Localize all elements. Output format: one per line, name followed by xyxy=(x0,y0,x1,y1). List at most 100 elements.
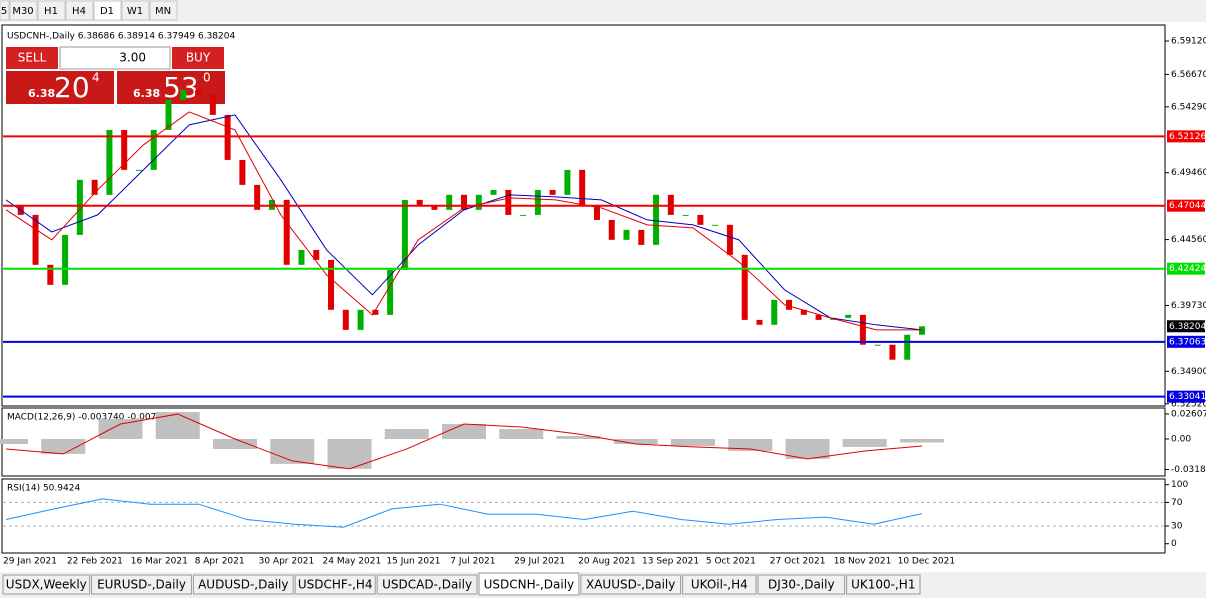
candle xyxy=(32,214,39,265)
timeframe-button[interactable] xyxy=(121,0,150,21)
macd-bar xyxy=(556,436,601,439)
rsi-panel xyxy=(1,478,1166,554)
macd-bar xyxy=(442,424,486,439)
macd-bar xyxy=(41,438,86,454)
candle xyxy=(712,224,719,226)
tab[interactable] xyxy=(2,574,91,595)
candle xyxy=(106,129,113,195)
sell-button[interactable] xyxy=(6,47,58,69)
timeframe-label: D1 xyxy=(100,6,114,17)
macd-title: MACD(12,26,9) -0.003740 -0.007295 xyxy=(7,413,173,423)
candle xyxy=(889,344,896,360)
level-tag xyxy=(1167,335,1205,348)
tab[interactable] xyxy=(757,574,846,595)
macd-bar xyxy=(900,438,944,443)
candle xyxy=(165,99,172,130)
candle xyxy=(520,214,527,216)
macd-bar xyxy=(671,438,715,446)
candle xyxy=(919,326,925,335)
candle xyxy=(135,169,142,171)
x-tick-label: 15 Jun 2021 xyxy=(386,557,440,567)
candle xyxy=(150,129,157,170)
tab[interactable] xyxy=(580,574,682,595)
candle xyxy=(461,194,467,210)
y-tick-label: 70 xyxy=(1171,498,1183,508)
macd-bar xyxy=(270,438,315,464)
buy-button[interactable] xyxy=(172,47,224,69)
tab[interactable] xyxy=(294,574,376,595)
x-tick-label: 29 Jul 2021 xyxy=(514,557,565,567)
candle xyxy=(475,194,482,210)
candle xyxy=(121,129,128,170)
timeframe-button[interactable] xyxy=(0,0,10,21)
y-tick-label: 0.00 xyxy=(1171,434,1191,444)
candle xyxy=(431,204,438,210)
tab-label: DJ30-,Daily xyxy=(768,578,835,592)
tab[interactable] xyxy=(478,572,580,596)
candle xyxy=(623,229,630,240)
timeframe-button[interactable] xyxy=(93,0,122,21)
lots-box[interactable] xyxy=(59,46,171,70)
candle xyxy=(357,309,364,330)
y-tick-label: 0 xyxy=(1171,539,1177,549)
ask-big: 6.38 xyxy=(133,87,160,100)
macd-bar xyxy=(728,438,773,451)
timeframe-label: 5 xyxy=(1,6,7,17)
ask-box[interactable] xyxy=(117,71,225,104)
tab[interactable] xyxy=(682,574,757,595)
bid-main: 20 xyxy=(54,71,90,104)
macd-bar xyxy=(327,438,372,469)
candle xyxy=(328,259,335,310)
tab-label: USDCNH-,Daily xyxy=(484,578,575,592)
ask-small: 0 xyxy=(203,71,211,85)
tab-label: AUDUSD-,Daily xyxy=(198,578,288,592)
sell-label: SELL xyxy=(18,51,47,65)
tab[interactable] xyxy=(192,574,294,595)
candle xyxy=(859,314,866,345)
candle xyxy=(815,314,822,320)
timeframe-label: H1 xyxy=(44,6,58,17)
candle xyxy=(209,94,216,115)
moving-average xyxy=(5,114,923,331)
y-tick-label: -0.03187 xyxy=(1171,465,1206,475)
tab-label: EURUSD-,Daily xyxy=(97,578,186,592)
timeframe-button[interactable] xyxy=(37,0,66,21)
candle xyxy=(91,179,98,195)
y-tick-label: 0.02607 xyxy=(1171,410,1206,420)
x-tick-label: 30 Apr 2021 xyxy=(259,557,315,567)
candle xyxy=(254,184,261,210)
level-label: 6.47044 xyxy=(1169,201,1206,211)
candle xyxy=(62,234,69,285)
level-label: 6.37063 xyxy=(1169,337,1206,347)
y-tick-label: 6.59120 xyxy=(1171,37,1206,47)
timeframe-button[interactable] xyxy=(65,0,94,21)
moving-average xyxy=(5,111,922,331)
candle xyxy=(564,169,571,195)
x-tick-label: 7 Jul 2021 xyxy=(450,557,495,567)
level-tag xyxy=(1167,390,1205,403)
candle xyxy=(726,224,733,255)
x-tick-label: 18 Nov 2021 xyxy=(834,557,892,567)
candle xyxy=(47,264,54,285)
timeframe-button[interactable] xyxy=(149,0,178,21)
tab[interactable] xyxy=(376,574,478,595)
level-label: 6.52126 xyxy=(1169,132,1206,142)
timeframe-button[interactable] xyxy=(9,0,38,21)
timeframe-label: H4 xyxy=(72,6,86,17)
candle xyxy=(800,309,807,315)
candle xyxy=(786,299,793,310)
candle xyxy=(224,114,231,160)
x-tick-label: 20 Aug 2021 xyxy=(578,557,636,567)
tab[interactable] xyxy=(846,574,921,595)
bid-box[interactable] xyxy=(6,71,114,104)
candle xyxy=(180,89,187,100)
macd-bar xyxy=(499,429,544,439)
x-tick-label: 8 Apr 2021 xyxy=(195,557,245,567)
level-tag xyxy=(1167,262,1205,275)
x-tick-label: 22 Feb 2021 xyxy=(67,557,123,567)
buy-label: BUY xyxy=(186,51,211,65)
y-tick-label: 6.54290 xyxy=(1171,102,1206,112)
x-tick-label: 10 Dec 2021 xyxy=(898,557,956,567)
current-price: 6.38204 xyxy=(1169,322,1206,332)
tab[interactable] xyxy=(91,574,192,595)
